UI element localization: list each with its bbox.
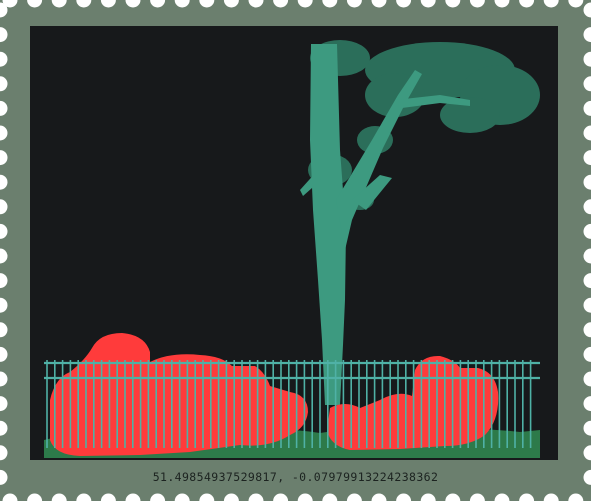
tree-trunk <box>300 44 470 405</box>
railing-fence <box>46 360 532 448</box>
fence-rails <box>44 361 540 380</box>
gps-coordinates: 51.49854937529817, -0.07979913224238362 <box>152 470 439 484</box>
stamp-photo <box>30 26 558 460</box>
